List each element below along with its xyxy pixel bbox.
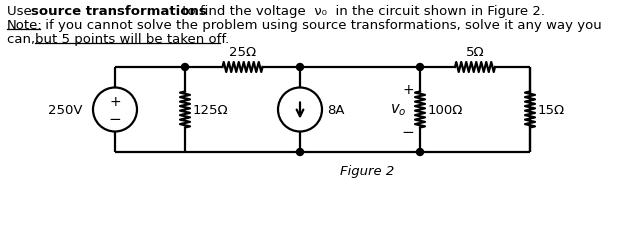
Text: 5Ω: 5Ω [466, 46, 484, 59]
Text: +: + [402, 83, 414, 97]
Text: +: + [109, 95, 121, 109]
Text: 250V: 250V [48, 104, 83, 116]
Text: if you cannot solve the problem using source transformations, solve it any way y: if you cannot solve the problem using so… [41, 19, 601, 32]
Text: Figure 2: Figure 2 [341, 164, 395, 177]
Text: Use: Use [7, 5, 36, 18]
Text: but 5 points will be taken off.: but 5 points will be taken off. [35, 33, 229, 46]
Text: Note:: Note: [7, 19, 43, 32]
Text: can,: can, [7, 33, 39, 46]
Text: −: − [109, 112, 121, 127]
Text: 8A: 8A [327, 104, 345, 116]
Text: 15Ω: 15Ω [538, 104, 565, 116]
Text: 25Ω: 25Ω [229, 46, 256, 59]
Circle shape [296, 64, 303, 71]
Circle shape [182, 64, 189, 71]
Text: $v_o$: $v_o$ [390, 102, 406, 118]
Circle shape [417, 64, 424, 71]
Text: source transformations: source transformations [31, 5, 207, 18]
Text: 125Ω: 125Ω [193, 104, 229, 116]
Circle shape [417, 149, 424, 156]
Circle shape [296, 149, 303, 156]
Text: 100Ω: 100Ω [428, 104, 464, 116]
Text: to find the voltage  ν₀  in the circuit shown in Figure 2.: to find the voltage ν₀ in the circuit sh… [178, 5, 545, 18]
Text: −: − [402, 124, 414, 139]
